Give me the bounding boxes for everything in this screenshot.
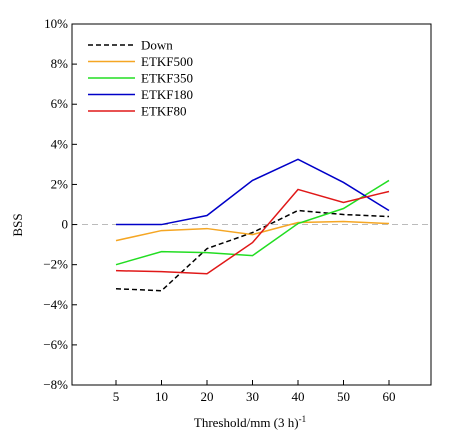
y-tick-label: −2% <box>43 257 68 272</box>
legend-label-down: Down <box>141 38 173 53</box>
y-axis: 10% 8% 6% 4% 2% 0 −2% −4% −6% −8% <box>43 16 77 392</box>
legend-label-etkf500: ETKF500 <box>141 54 193 69</box>
legend-label-etkf350: ETKF350 <box>141 71 193 86</box>
x-axis: 5 10 20 30 40 50 60 <box>113 380 396 404</box>
y-tick-label: −4% <box>43 297 68 312</box>
x-tick-label: 10 <box>155 389 168 404</box>
plot-frame <box>71 23 432 386</box>
y-axis-title: BSS <box>10 213 25 236</box>
legend-label-etkf80: ETKF80 <box>141 104 187 119</box>
x-tick-label: 5 <box>113 389 120 404</box>
y-tick-label: 8% <box>51 56 69 71</box>
series-line-down <box>115 209 390 292</box>
x-tick-label: 60 <box>383 389 396 404</box>
series-line-etkf80 <box>115 188 390 275</box>
y-tick-label: 2% <box>51 176 69 191</box>
legend-label-etkf180: ETKF180 <box>141 87 193 102</box>
series-lines <box>115 158 390 292</box>
y-tick-label: −6% <box>43 337 68 352</box>
y-tick-label: 10% <box>44 16 68 31</box>
x-tick-label: 50 <box>337 389 350 404</box>
series-line-etkf180 <box>116 158 390 226</box>
x-tick-label: 30 <box>246 389 259 404</box>
x-axis-title-main: Threshold/mm (3 h) <box>194 415 299 430</box>
series-line-etkf500 <box>115 220 390 242</box>
y-tick-label: 4% <box>51 136 69 151</box>
x-tick-label: 40 <box>292 389 305 404</box>
y-tick-label: 0 <box>62 217 69 232</box>
y-tick-label: −8% <box>43 377 68 392</box>
y-tick-label: 6% <box>51 96 69 111</box>
x-tick-label: 20 <box>201 389 214 404</box>
x-axis-title-exponent: -1 <box>299 414 307 424</box>
plot-border <box>71 23 432 386</box>
series-line-etkf350 <box>115 179 390 266</box>
x-axis-title: Threshold/mm (3 h)-1 <box>194 414 306 430</box>
